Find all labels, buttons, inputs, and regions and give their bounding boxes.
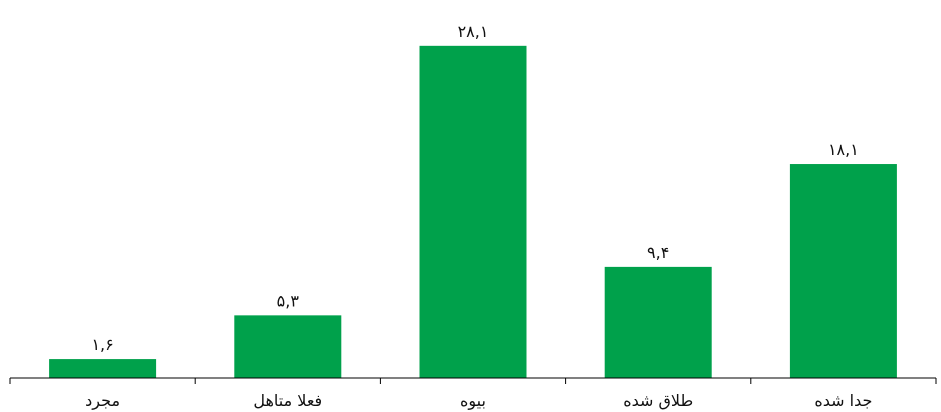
bar	[789, 164, 897, 378]
category-label: طلاق شده	[623, 391, 693, 410]
category-labels-group: مجرد فعلا متاهل بیوه طلاق شده جدا شده	[85, 391, 872, 411]
x-axis	[9, 377, 937, 384]
data-label: ۲۸,۱	[458, 22, 489, 41]
data-label: ۵,۳	[277, 291, 300, 310]
bar	[234, 315, 342, 378]
data-label: ۱,۶	[91, 335, 113, 354]
category-label: جدا شده	[814, 391, 872, 410]
category-label: بیوه	[460, 391, 486, 411]
data-label: ۹,۴	[647, 243, 669, 262]
data-labels-group: ۱,۶ ۵,۳ ۲۸,۱ ۹,۴ ۱۸,۱	[91, 22, 858, 354]
category-label: مجرد	[85, 391, 120, 411]
data-label: ۱۸,۱	[828, 140, 859, 159]
bar	[419, 45, 527, 378]
bar	[49, 359, 157, 378]
category-label: فعلا متاهل	[253, 391, 322, 410]
bars-group	[49, 45, 897, 378]
bar	[604, 266, 712, 378]
